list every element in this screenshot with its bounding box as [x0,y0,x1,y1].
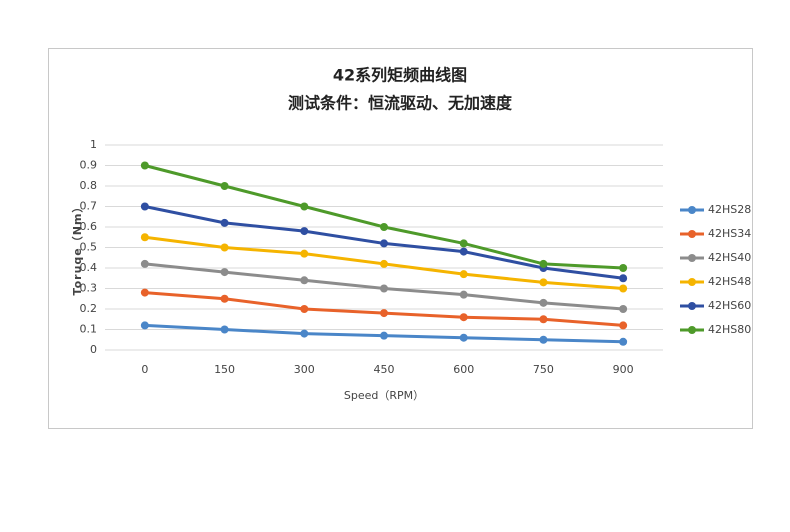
data-point [380,239,388,248]
data-point [300,227,309,236]
x-tick-label: 150 [214,363,235,376]
legend-marker [688,326,696,334]
y-tick-label: 0.7 [80,200,98,213]
legend-marker [688,230,696,238]
data-point [539,278,548,287]
y-axis-label: Toruqe（Nm） [71,201,84,296]
data-point [300,305,309,313]
legend-marker [688,206,696,214]
x-tick-label: 300 [294,363,315,376]
data-point [300,276,309,285]
data-point [300,329,309,338]
data-point [140,259,149,268]
data-point [459,239,468,248]
data-point [140,161,149,170]
x-tick-label: 600 [453,363,474,376]
y-tick-label: 0 [90,343,97,356]
data-point [140,288,149,297]
legend-marker [688,278,696,286]
legend-label: 42HS28 [708,203,751,216]
data-point [380,309,388,318]
legend-label: 42HS60 [708,299,751,312]
data-point [220,182,229,190]
legend-label: 42HS80 [708,323,751,336]
data-point [619,337,628,346]
data-point [220,268,229,277]
data-point [380,284,388,293]
data-point [619,305,628,313]
data-point [380,223,388,231]
x-tick-label: 750 [533,363,554,376]
data-point [220,243,229,252]
y-tick-label: 1 [90,138,97,151]
data-point [220,294,229,303]
data-point [459,247,468,256]
legend-label: 42HS40 [708,251,751,264]
data-point [619,321,628,330]
x-tick-label: 450 [374,363,395,376]
data-point [380,331,388,340]
y-tick-label: 0.4 [80,261,98,274]
y-tick-label: 0.5 [80,241,98,254]
data-point [459,290,468,299]
y-tick-label: 0.6 [80,220,98,233]
data-point [140,321,149,330]
data-point [539,259,548,268]
data-point [539,298,548,307]
data-point [220,218,229,227]
data-point [140,202,149,211]
legend-marker [688,302,696,310]
data-point [619,274,628,283]
data-point [619,264,628,272]
legend-label: 42HS48 [708,275,751,288]
data-point [539,315,548,324]
legend-label: 42HS34 [708,227,751,240]
y-tick-label: 0.9 [80,159,98,172]
data-point [619,284,628,293]
data-point [220,325,229,334]
x-tick-label: 900 [613,363,634,376]
data-point [459,270,468,279]
data-point [300,202,309,211]
data-point [300,249,309,258]
chart-title: 42系列矩频曲线图 [333,66,467,85]
y-tick-label: 0.2 [80,302,98,315]
data-point [380,259,388,268]
data-point [459,333,468,342]
x-tick-label: 0 [141,363,148,376]
y-tick-label: 0.8 [80,179,98,192]
legend-marker [688,254,696,262]
x-axis-label: Speed（RPM） [344,389,424,402]
data-point [459,313,468,322]
data-point [539,335,548,344]
y-tick-label: 0.3 [80,282,98,295]
data-point [140,233,149,242]
y-tick-label: 0.1 [80,323,98,336]
chart-subtitle: 测试条件：恒流驱动、无加速度 [288,94,513,113]
